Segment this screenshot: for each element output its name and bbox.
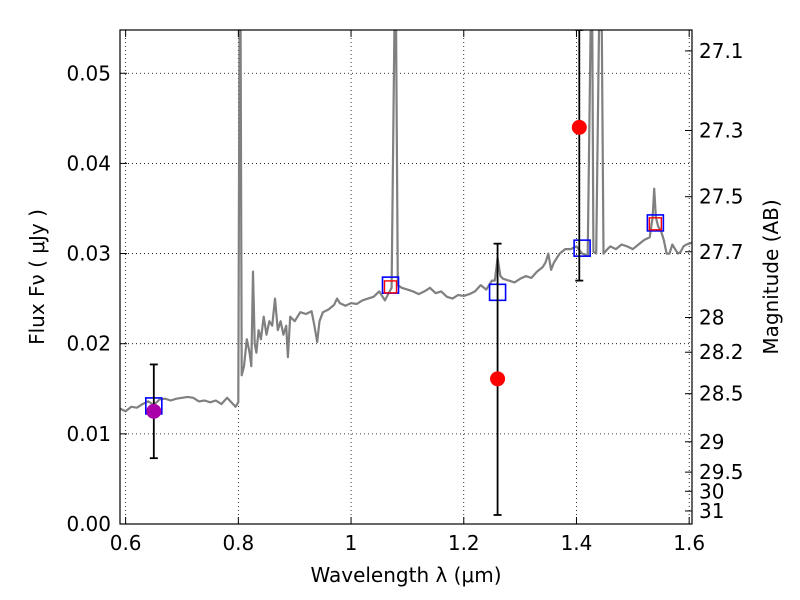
- axis-ticks: 0.6 0.8 1 1.2 1.4 1.6 0.00 0.01 0.02 0.03 0.04 0.05…: [66, 30, 744, 555]
- observed-point: [490, 371, 506, 387]
- filter-flux-point: [383, 280, 398, 294]
- model-photometry-point: [573, 239, 591, 257]
- x-tick-label: 1: [345, 531, 358, 555]
- y-tick-label: 0.03: [66, 242, 111, 266]
- y-tick-label: 0.04: [66, 151, 111, 175]
- model-photometry-point: [646, 214, 665, 232]
- y-right-tick-label: 31: [699, 499, 724, 523]
- observed-point: [571, 119, 587, 135]
- plot-frame: [119, 29, 693, 525]
- observed-point: [146, 403, 162, 419]
- y-right-tick-label: 27.1: [699, 39, 744, 63]
- y-tick-label: 0.05: [66, 61, 111, 85]
- x-tick-label: 1.6: [673, 531, 705, 555]
- y-tick-label: 0.02: [66, 332, 111, 356]
- x-tick-label: 1.4: [561, 531, 593, 555]
- y-right-tick-label: 27.3: [699, 118, 744, 142]
- x-axis-label: Wavelength λ (μm): [310, 563, 501, 587]
- y-right-tick-label: 29: [699, 430, 724, 454]
- y-right-tick-label: 27.7: [699, 240, 744, 264]
- y-tick-label: 0.01: [66, 422, 111, 446]
- y-right-tick-label: 30: [699, 479, 724, 503]
- spectrum-line: [120, 30, 692, 413]
- y-tick-label: 0.00: [66, 512, 111, 536]
- y-right-tick-label: 28.5: [699, 382, 744, 406]
- x-tick-label: 0.8: [222, 531, 254, 555]
- grid-lines: [120, 30, 692, 525]
- plot-series: [120, 30, 692, 516]
- y-axis-label: Flux Fν ( μJy ): [25, 209, 49, 345]
- y-axis-right-label: Magnitude (AB): [759, 199, 783, 354]
- x-tick-label: 1.2: [448, 531, 480, 555]
- y-right-tick-label: 28: [699, 305, 724, 329]
- filter-flux-point: [648, 217, 663, 231]
- y-right-tick-label: 29.5: [699, 460, 744, 484]
- x-tick-label: 0.6: [110, 531, 142, 555]
- y-right-tick-label: 28.2: [699, 340, 744, 364]
- y-right-tick-label: 27.5: [699, 185, 744, 209]
